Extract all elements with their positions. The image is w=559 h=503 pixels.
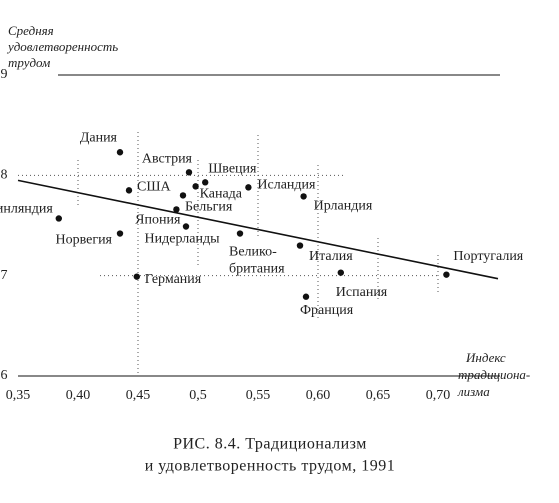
y-tick-label: 7 <box>1 268 8 283</box>
x-axis-title: традициона- <box>458 367 530 382</box>
point <box>55 215 62 222</box>
point-label: Велико-британия <box>229 245 285 277</box>
point <box>245 184 252 191</box>
x-tick-label: 0,65 <box>366 388 391 403</box>
point <box>236 230 244 237</box>
y-tick-label: 9 <box>1 67 8 82</box>
point-label: Норвегия <box>55 233 112 248</box>
point <box>302 293 310 300</box>
x-tick-label: 0,5 <box>189 388 207 403</box>
y-axis-title: трудом <box>8 55 50 70</box>
point-label: Бельгия <box>185 200 233 215</box>
point <box>337 269 344 276</box>
caption: РИС. 8.4. Традиционализм <box>173 436 367 453</box>
point <box>133 273 140 280</box>
x-axis-title: лизма <box>457 384 490 399</box>
point-label: США <box>137 180 171 195</box>
x-tick-label: 0,55 <box>246 388 271 403</box>
point <box>296 242 304 249</box>
point-label: Дания <box>80 130 118 145</box>
trend-line <box>17 179 499 280</box>
x-tick-label: 0,70 <box>426 388 451 403</box>
point-label: Испания <box>336 285 388 300</box>
point <box>192 183 199 190</box>
point-label: Португалия <box>453 249 523 264</box>
point-label: Франция <box>300 303 354 318</box>
y-axis-title: Средняя <box>8 23 54 38</box>
point-label: Исландия <box>257 178 316 193</box>
x-tick-label: 0,35 <box>6 388 31 403</box>
point <box>116 230 124 237</box>
point <box>300 193 307 200</box>
y-tick-label: 6 <box>1 368 8 383</box>
y-tick-label: 8 <box>1 168 8 183</box>
y-axis-title: удовлетворенность <box>6 39 118 54</box>
point <box>182 223 190 230</box>
point <box>179 192 187 199</box>
point <box>125 187 133 194</box>
x-axis-title: Индекс <box>465 350 506 365</box>
x-tick-label: 0,60 <box>306 388 331 403</box>
point-label: Япония <box>135 213 181 228</box>
point-label: Финляндия <box>0 202 53 217</box>
point-label: Германия <box>145 272 202 287</box>
x-tick-label: 0,45 <box>126 388 151 403</box>
point <box>443 271 450 278</box>
point <box>116 149 124 156</box>
point <box>185 169 193 176</box>
x-tick-label: 0,40 <box>66 388 91 403</box>
caption: и удовлетворенность трудом, 1991 <box>145 458 396 475</box>
point <box>202 179 209 186</box>
point-label: Италия <box>309 249 353 264</box>
point-label: Канада <box>200 187 243 202</box>
point-label: Нидерланды <box>145 232 221 247</box>
point-label: Австрия <box>142 152 193 167</box>
point-label: Швеция <box>208 162 257 177</box>
point-label: Ирландия <box>314 199 373 214</box>
point <box>173 206 180 213</box>
